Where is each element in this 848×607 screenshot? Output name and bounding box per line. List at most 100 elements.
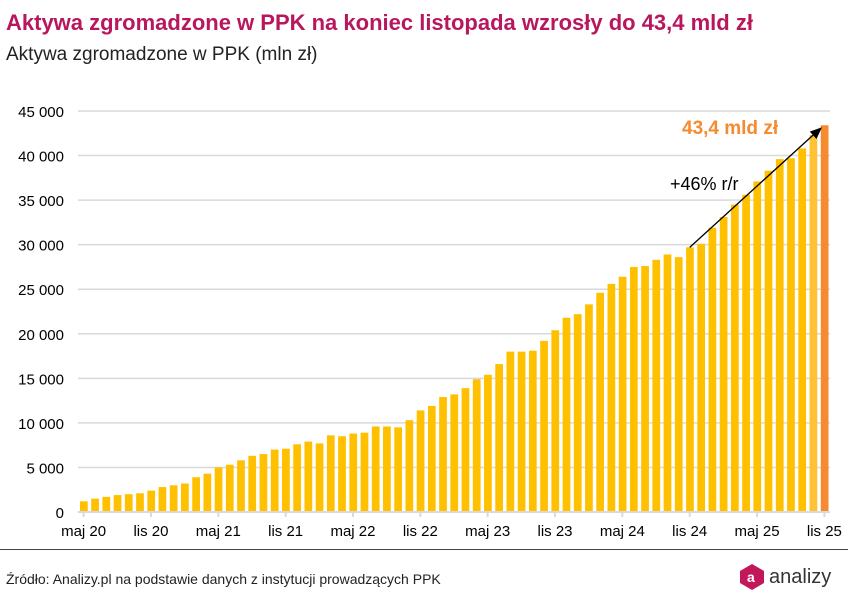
bar [349, 433, 358, 512]
bar [225, 464, 234, 512]
bar [461, 388, 470, 512]
bar [439, 397, 447, 512]
bar [596, 292, 605, 512]
bar [618, 276, 627, 512]
bar [383, 426, 391, 512]
bar [91, 498, 99, 512]
bar [674, 257, 683, 512]
bar [248, 455, 257, 512]
x-tick-label: lis 20 [133, 523, 168, 540]
bar [753, 181, 762, 513]
bar [427, 405, 436, 512]
divider [0, 549, 848, 550]
bar [551, 330, 560, 512]
bar [686, 247, 694, 512]
bar [192, 477, 200, 512]
y-tick-label: 10 000 [18, 416, 64, 433]
bar [787, 158, 795, 512]
bar [495, 364, 504, 512]
bar [136, 493, 144, 512]
bar [472, 379, 481, 512]
bar [809, 135, 818, 512]
logo-text: analizy [769, 565, 832, 588]
bar [730, 204, 739, 513]
x-tick-label: maj 24 [600, 523, 645, 540]
bar [405, 420, 414, 512]
bar [113, 495, 122, 512]
x-tick-label: lis 21 [268, 523, 303, 540]
bar [394, 427, 402, 512]
bar [259, 454, 268, 512]
bar [742, 194, 750, 512]
bar [124, 494, 133, 512]
x-tick-label: lis 25 [807, 523, 842, 540]
bar [708, 227, 717, 513]
x-tick-label: maj 21 [196, 523, 241, 540]
y-tick-label: 20 000 [18, 327, 64, 344]
bar [181, 483, 189, 512]
x-tick-label: maj 20 [61, 523, 106, 540]
bar [158, 487, 167, 512]
bar [102, 496, 111, 512]
bar [663, 254, 672, 513]
source-note: Źródło: Analizy.pl na podstawie danych z… [6, 571, 441, 587]
bar [214, 467, 223, 512]
bar [326, 435, 335, 512]
bar [147, 490, 156, 512]
bar [517, 351, 526, 512]
bar [629, 266, 638, 512]
bar [641, 266, 649, 512]
x-tick-label: maj 22 [330, 523, 375, 540]
bar [169, 485, 178, 512]
bar [338, 436, 346, 512]
bar [450, 394, 459, 512]
bar [719, 217, 728, 512]
growth-arrow [689, 133, 815, 248]
y-tick-label: 25 000 [18, 282, 64, 299]
arrow-head-icon [809, 127, 822, 140]
y-tick-label: 45 000 [18, 104, 64, 121]
bar [573, 314, 582, 512]
bar-chart: 0 5 000 10 000 15 000 20 000 25 000 30 000 35 0… [18, 104, 842, 540]
bar [820, 125, 829, 512]
bar [562, 317, 571, 512]
bar [416, 410, 425, 512]
x-tick-label: maj 25 [735, 523, 780, 540]
chart-title: Aktywa zgromadzone w PPK na koniec listo… [6, 10, 753, 35]
bar [484, 374, 492, 512]
bar [282, 448, 290, 512]
analizy-logo-icon: a [740, 564, 764, 590]
bar [237, 460, 245, 512]
svg-text:a: a [747, 569, 755, 585]
bar [540, 340, 548, 512]
y-tick-label: 5 000 [26, 460, 64, 477]
y-tick-label: 30 000 [18, 238, 64, 255]
y-tick-label: 40 000 [18, 149, 64, 166]
bar [764, 170, 773, 512]
bar [798, 148, 807, 512]
last-value-annotation: 43,4 mld zł [682, 118, 779, 139]
bar [80, 501, 88, 512]
bar [506, 351, 515, 512]
y-tick-label: 15 000 [18, 371, 64, 388]
x-tick-label: maj 23 [465, 523, 510, 540]
x-tick-label: lis 23 [537, 523, 572, 540]
bar [304, 441, 313, 512]
x-tick-label: lis 24 [672, 523, 707, 540]
analizy-logo: a analizy [739, 563, 831, 591]
growth-annotation: +46% r/r [670, 174, 739, 194]
bar [528, 350, 537, 512]
x-tick-label: lis 22 [403, 523, 438, 540]
bar [607, 283, 616, 512]
bar [371, 426, 380, 512]
bar [585, 304, 593, 512]
y-tick-label: 0 [56, 505, 64, 522]
y-tick-label: 35 000 [18, 193, 64, 210]
bar [315, 443, 324, 512]
bar [652, 259, 661, 512]
bar [203, 473, 212, 512]
chart-subtitle: Aktywa zgromadzone w PPK (mln zł) [6, 44, 318, 65]
bar [697, 243, 706, 512]
bar [775, 159, 784, 512]
